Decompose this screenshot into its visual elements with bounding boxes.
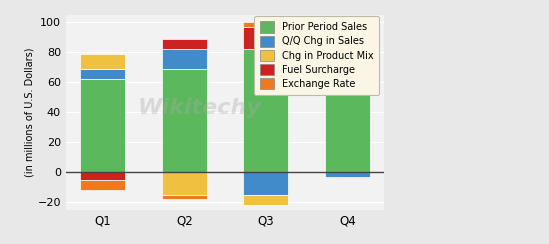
Bar bbox=[162, 69, 207, 172]
Bar bbox=[162, 39, 207, 49]
Bar bbox=[243, 49, 288, 172]
Bar bbox=[243, 172, 288, 195]
Bar bbox=[162, 172, 207, 195]
Bar bbox=[325, 67, 370, 75]
Bar bbox=[243, 27, 288, 49]
Legend: Prior Period Sales, Q/Q Chg in Sales, Chg in Product Mix, Fuel Surcharge, Exchan: Prior Period Sales, Q/Q Chg in Sales, Ch… bbox=[254, 16, 379, 95]
Bar bbox=[243, 22, 288, 27]
Bar bbox=[80, 69, 125, 79]
Bar bbox=[243, 195, 288, 205]
Bar bbox=[325, 48, 370, 52]
Bar bbox=[325, 52, 370, 67]
Bar bbox=[325, 75, 370, 172]
Y-axis label: (in millions of U.S. Dollars): (in millions of U.S. Dollars) bbox=[25, 48, 35, 177]
Text: Wikitechy: Wikitechy bbox=[138, 98, 261, 118]
Bar bbox=[162, 195, 207, 199]
Bar bbox=[80, 172, 125, 180]
Bar bbox=[325, 172, 370, 177]
Bar bbox=[80, 54, 125, 69]
Bar bbox=[162, 49, 207, 69]
Bar bbox=[80, 180, 125, 190]
Bar bbox=[80, 79, 125, 172]
